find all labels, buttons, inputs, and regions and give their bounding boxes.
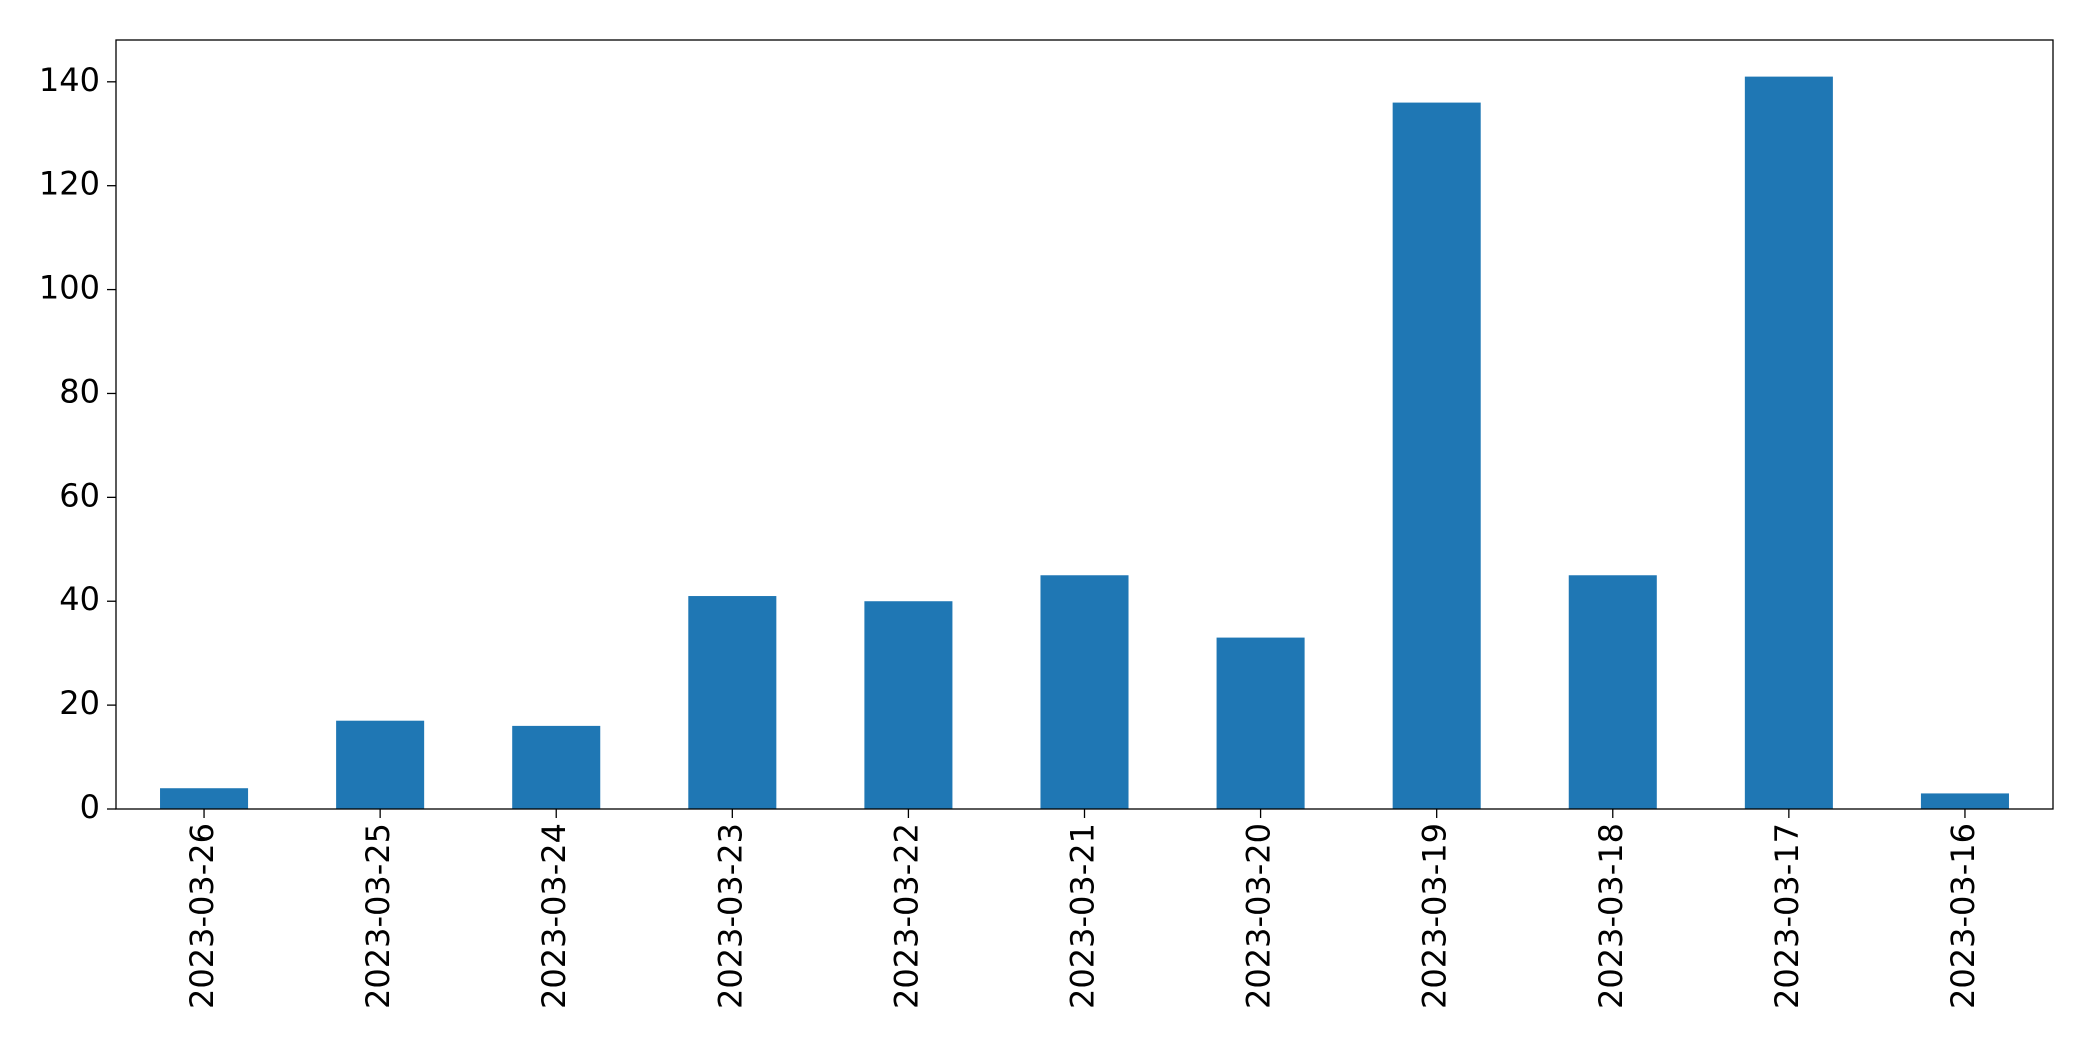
x-tick-label: 2023-03-26 <box>183 823 221 1009</box>
y-tick-label: 100 <box>39 269 100 307</box>
bar <box>688 596 777 809</box>
y-tick-label: 80 <box>59 372 100 410</box>
bar <box>1392 102 1481 809</box>
y-tick-label: 40 <box>59 580 100 618</box>
bar <box>1216 637 1305 809</box>
x-tick-label: 2023-03-19 <box>1416 823 1454 1009</box>
x-tick-label: 2023-03-17 <box>1768 823 1806 1009</box>
x-tick-label: 2023-03-25 <box>359 823 397 1009</box>
bar <box>160 788 249 809</box>
bar <box>1920 793 2009 809</box>
x-tick-label: 2023-03-16 <box>1944 823 1982 1009</box>
x-tick-label: 2023-03-23 <box>711 823 749 1009</box>
bar <box>336 720 425 809</box>
x-tick-label: 2023-03-18 <box>1592 823 1630 1009</box>
y-tick-label: 60 <box>59 476 100 514</box>
bar <box>864 601 953 809</box>
x-tick-label: 2023-03-22 <box>887 823 925 1009</box>
plot-frame <box>115 39 2054 810</box>
bar <box>1040 575 1129 809</box>
y-tick-label: 0 <box>80 788 100 826</box>
bar <box>1568 575 1657 809</box>
x-tick-label: 2023-03-20 <box>1240 823 1278 1009</box>
bar <box>1744 76 1833 810</box>
x-tick-label: 2023-03-21 <box>1064 823 1102 1009</box>
x-tick-label: 2023-03-24 <box>535 823 573 1009</box>
y-tick-label: 140 <box>39 61 100 99</box>
y-tick-label: 120 <box>39 165 100 203</box>
y-tick-label: 20 <box>59 684 100 722</box>
bar <box>512 725 601 809</box>
